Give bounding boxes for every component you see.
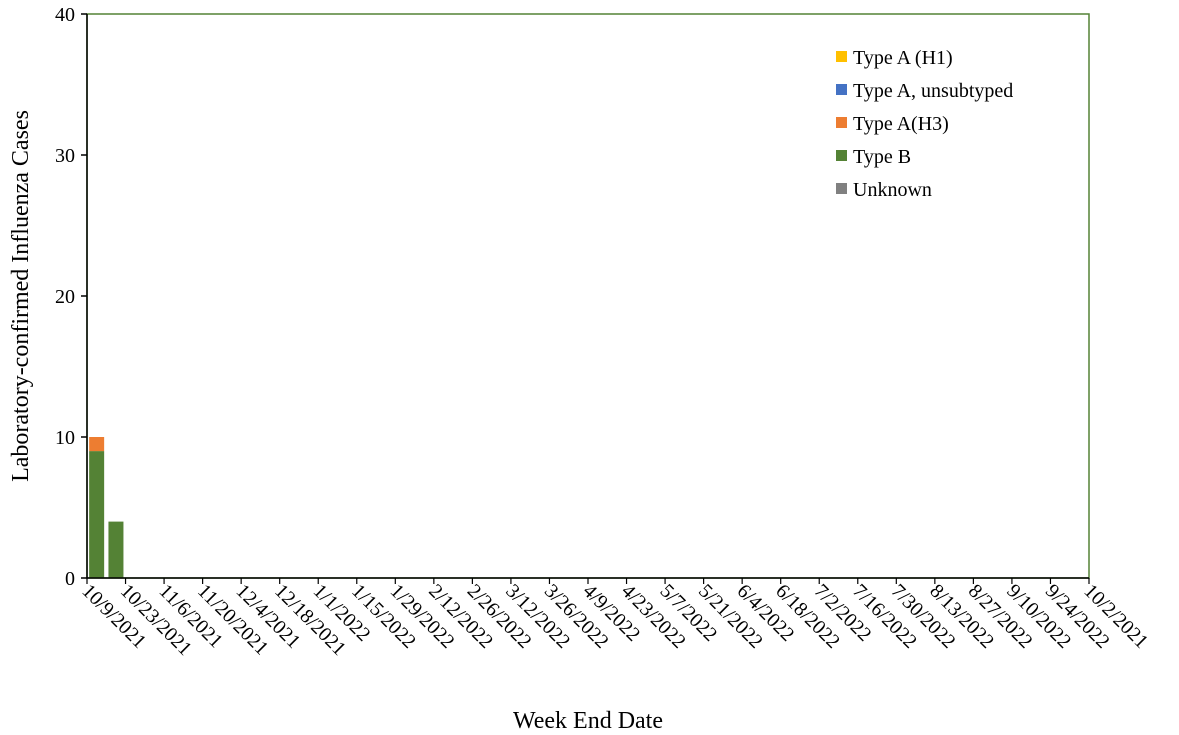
x-axis-title: Week End Date [513, 708, 663, 734]
legend-label: Type B [853, 146, 911, 168]
legend-label: Type A, unsubtyped [853, 80, 1013, 102]
legend-swatch [836, 84, 847, 95]
legend-label: Type A (H1) [853, 47, 953, 69]
legend-swatch [836, 51, 847, 62]
y-tick-label: 0 [65, 568, 75, 590]
legend-label: Unknown [853, 179, 932, 201]
legend-swatch [836, 183, 847, 194]
legend-swatch [836, 150, 847, 161]
legend: Type A (H1) Type A, unsubtyped Type A(H3) T… [836, 47, 1013, 201]
y-tick-label: 40 [55, 4, 75, 26]
legend-label: Type A(H3) [853, 113, 949, 135]
legend-swatch [836, 117, 847, 128]
bar-segment [89, 437, 105, 452]
x-ticks: 10/9/202110/23/202111/6/202111/20/202112… [77, 578, 1152, 660]
y-axis-title: Laboratory-confirmed Influenza Cases [8, 110, 34, 482]
bars [89, 437, 124, 578]
y-tick-label: 30 [55, 145, 75, 167]
bar-segment [108, 521, 124, 578]
bar-segment [89, 451, 105, 578]
y-tick-label: 20 [55, 286, 75, 308]
y-ticks: 0 10 20 30 40 [55, 4, 87, 590]
y-tick-label: 10 [55, 427, 75, 449]
